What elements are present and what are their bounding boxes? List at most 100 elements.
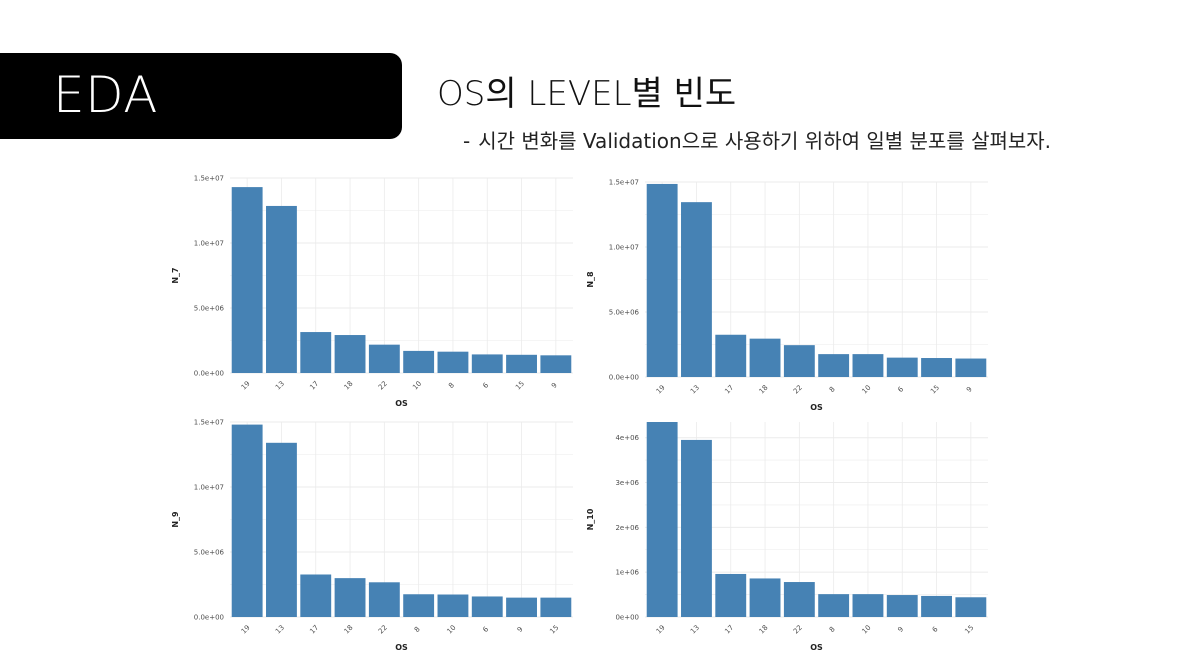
bar-8 [818, 354, 850, 377]
bar-17 [300, 332, 332, 373]
bar-8 [437, 351, 469, 373]
bar-19 [231, 424, 263, 617]
chart-n9: 0.0e+00 5.0e+06 1.0e+07 1.5e+07 19 13 17 18 22 8 1… [165, 412, 585, 662]
bar-6 [886, 357, 918, 377]
bar-chart-svg: 0.0e+00 5.0e+06 1.0e+07 1.5e+07 19 13 17 18 22 8 1… [171, 419, 573, 652]
bar-17 [715, 334, 747, 377]
x-tick-label: 19 [655, 624, 667, 636]
bar-chart-svg: 0e+00 1e+06 2e+06 3e+06 4e+06 19 13 17 18 22 8 10 9 6… [586, 422, 988, 652]
y-tick-label: 5.0e+06 [194, 549, 225, 557]
bar-10 [403, 350, 435, 373]
x-tick-label: 22 [792, 624, 804, 636]
y-axis-title: N_10 [586, 508, 595, 530]
x-axis-title: OS [395, 643, 408, 652]
y-tick-label: 1.5e+07 [194, 419, 224, 427]
x-tick-label: 15 [514, 380, 526, 392]
y-axis-title: N_9 [171, 511, 180, 528]
bar-10 [852, 354, 884, 377]
x-tick-label: 6 [896, 385, 905, 394]
x-axis-title: OS [810, 403, 823, 412]
bar-15 [921, 358, 952, 377]
x-tick-label: 18 [758, 384, 770, 396]
bar-18 [749, 578, 781, 617]
chart-n8: 0.0e+00 5.0e+06 1.0e+07 1.5e+07 19 13 17 18 22 8 1… [580, 172, 1000, 422]
x-tick-label: 10 [861, 384, 873, 396]
bar-18 [334, 335, 366, 373]
bar-22 [368, 582, 400, 617]
y-axis-title: N_7 [171, 267, 180, 283]
bar-6 [921, 595, 952, 617]
bar-19 [646, 183, 678, 377]
x-tick-label: 19 [240, 380, 252, 392]
section-label: EDA [53, 66, 158, 124]
y-tick-label: 0.0e+00 [194, 614, 224, 622]
x-tick-label: 8 [828, 625, 837, 634]
x-tick-label: 18 [343, 380, 355, 392]
bar-17 [715, 573, 747, 617]
x-tick-label: 8 [413, 625, 422, 634]
x-tick-label: 10 [861, 624, 873, 636]
y-tick-label: 0e+00 [615, 614, 639, 622]
bar-18 [334, 578, 366, 617]
x-tick-label: 13 [274, 380, 286, 392]
bar-chart-svg: 0.0e+00 5.0e+06 1.0e+07 1.5e+07 19 13 17 18 22 8 1… [586, 179, 988, 412]
bar-17 [300, 574, 332, 617]
y-tick-label: 2e+06 [615, 524, 639, 532]
x-tick-label: 15 [548, 624, 560, 636]
x-axis-title: OS [810, 643, 823, 652]
bar-9 [886, 595, 918, 617]
x-tick-label: 17 [723, 624, 735, 636]
chart-n10: 0e+00 1e+06 2e+06 3e+06 4e+06 19 13 17 18 22 8 10 9 6… [580, 412, 1000, 662]
bar-13 [681, 439, 712, 617]
y-tick-label: 3e+06 [615, 479, 639, 487]
x-tick-label: 6 [481, 381, 490, 390]
bar-9 [540, 355, 572, 373]
x-tick-label: 8 [828, 385, 837, 394]
bar-6 [471, 354, 503, 373]
y-tick-label: 1.0e+07 [609, 244, 639, 252]
x-tick-label: 9 [516, 625, 525, 634]
y-tick-label: 1.5e+07 [194, 175, 224, 183]
x-tick-label: 9 [896, 625, 905, 634]
y-tick-label: 1.0e+07 [194, 484, 224, 492]
x-tick-label: 19 [655, 384, 667, 396]
x-tick-label: 13 [274, 624, 286, 636]
y-tick-label: 4e+06 [615, 434, 639, 442]
slide-title: OS의 LEVEL별 빈도 [437, 74, 737, 114]
bar-6 [471, 596, 503, 617]
bar-19 [231, 187, 263, 373]
x-tick-label: 17 [308, 380, 320, 392]
x-axis-title: OS [395, 399, 408, 408]
y-tick-label: 1e+06 [615, 569, 639, 577]
y-tick-label: 1.0e+07 [194, 240, 224, 248]
subtitle-text: 시간 변화를 Validation으로 사용하기 위하여 일별 분포를 살펴보자… [478, 129, 1052, 153]
x-tick-label: 22 [792, 384, 804, 396]
x-tick-label: 13 [689, 384, 701, 396]
bar-9 [506, 597, 537, 617]
y-tick-label: 0.0e+00 [194, 370, 224, 378]
x-tick-label: 8 [447, 381, 456, 390]
x-tick-label: 17 [723, 384, 735, 396]
bar-10 [437, 594, 469, 617]
bar-10 [852, 594, 884, 617]
bar-13 [266, 442, 297, 617]
section-banner [0, 53, 402, 139]
x-tick-label: 18 [758, 624, 770, 636]
x-tick-label: 6 [931, 625, 940, 634]
bar-19 [646, 422, 678, 617]
chart-n7: 0.0e+00 5.0e+06 1.0e+07 1.5e+07 19 13 17 18 22 10… [165, 168, 585, 418]
x-tick-label: 18 [343, 624, 355, 636]
y-tick-label: 5.0e+06 [194, 305, 225, 313]
bar-22 [368, 344, 400, 373]
bar-15 [540, 597, 572, 617]
slide-subtitle: - 시간 변화를 Validation으로 사용하기 위하여 일별 분포를 살펴보… [463, 128, 1051, 154]
bar-8 [818, 594, 850, 617]
y-axis-title: N_8 [586, 271, 595, 288]
x-tick-label: 10 [446, 624, 458, 636]
y-tick-label: 1.5e+07 [609, 179, 639, 187]
bar-15 [955, 597, 987, 617]
y-tick-label: 0.0e+00 [609, 374, 639, 382]
bar-13 [266, 205, 297, 373]
y-tick-label: 5.0e+06 [609, 309, 640, 317]
bar-13 [681, 202, 712, 377]
